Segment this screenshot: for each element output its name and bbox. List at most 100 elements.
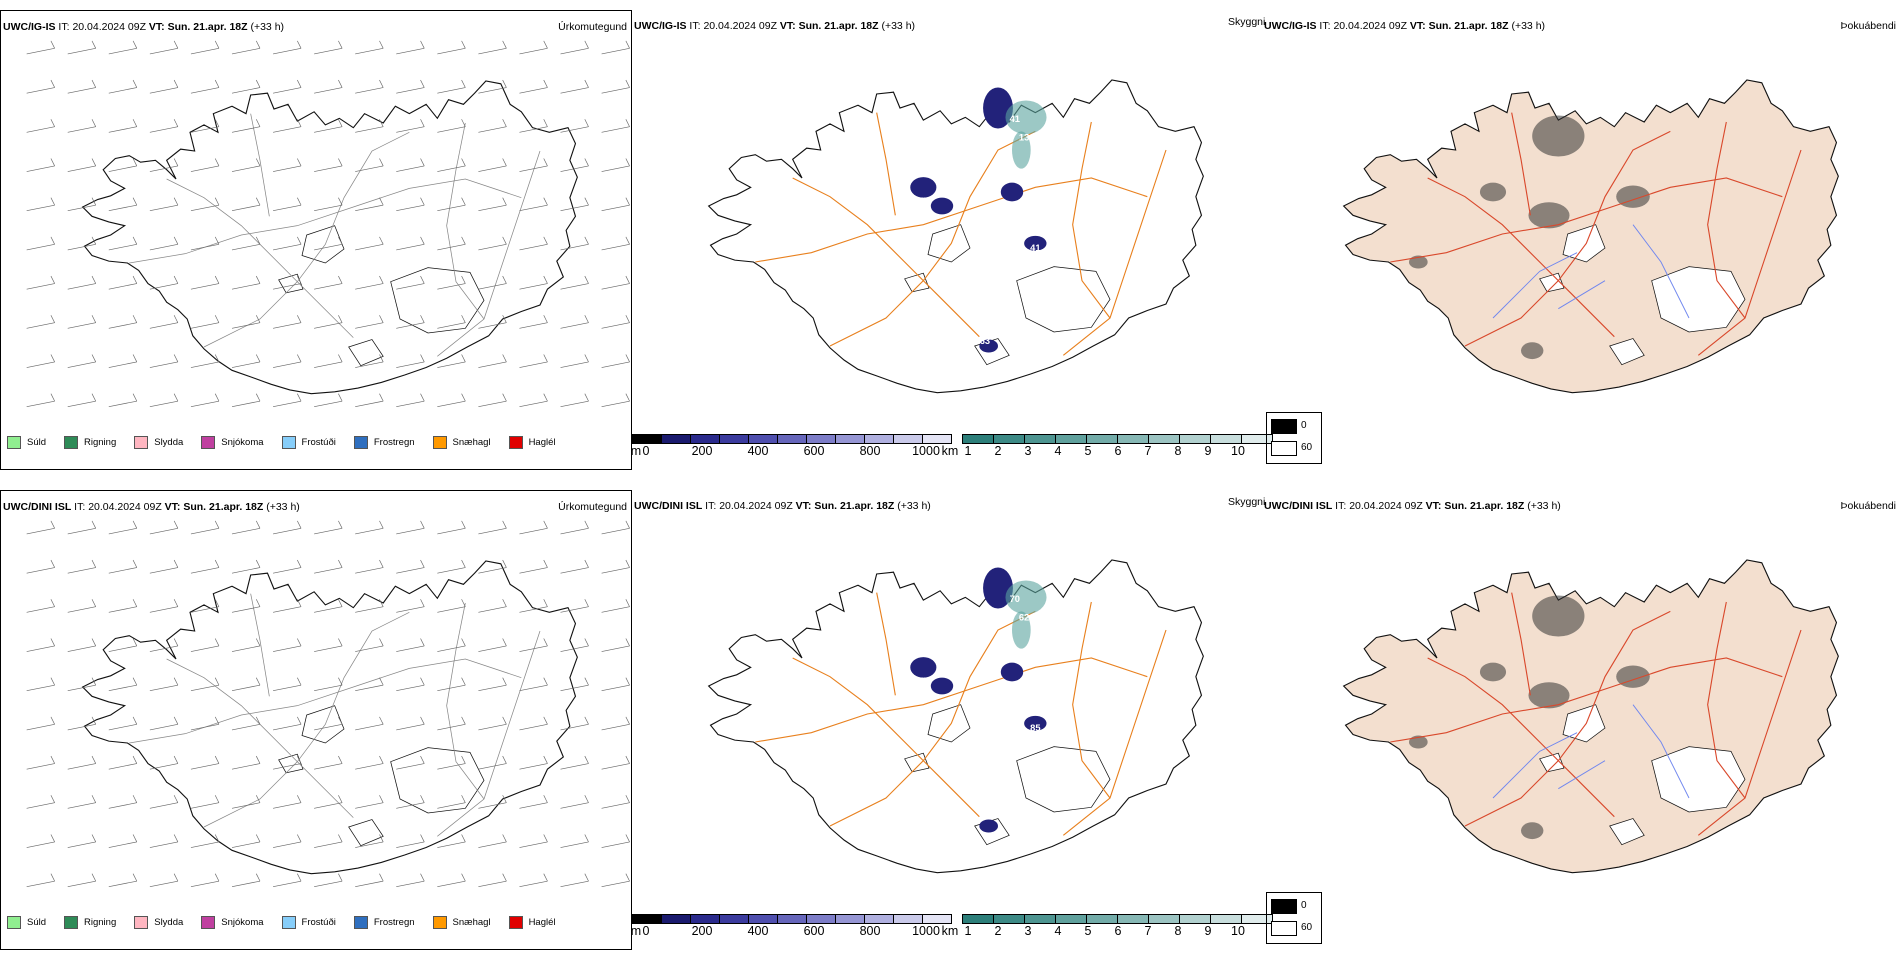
road-line — [129, 178, 522, 264]
wind-barb — [478, 315, 507, 329]
fog-legend-swatch — [1271, 441, 1297, 456]
precip-legend-item: Snjókoma — [201, 916, 264, 929]
fog-legend-label: 0 — [1301, 900, 1307, 911]
colorbar-cell — [994, 914, 1025, 924]
wind-barb — [519, 119, 548, 133]
legend-swatch — [64, 916, 79, 929]
precip-legend-item: Frostúði — [281, 436, 336, 449]
road-line — [1707, 601, 1746, 799]
legend-label: Snjókoma — [221, 437, 264, 448]
precip-legend-item: Frostregn — [353, 916, 415, 929]
unit-label: m — [630, 924, 642, 938]
glacier-outline — [278, 273, 304, 294]
precip-legend: Súld Rigning Slydda Snjókoma Frostúði Frostre… — [7, 916, 566, 929]
colorbar-cell — [778, 434, 807, 444]
tick-label: 5 — [1084, 444, 1092, 458]
colorbar-cell — [1087, 434, 1118, 444]
wind-barb — [396, 559, 425, 574]
wind-barb — [560, 677, 589, 692]
wind-barb — [273, 638, 302, 652]
panel-variable-name: Úrkomutegund — [558, 501, 627, 513]
glacier-outline — [927, 224, 971, 263]
wind-barb — [478, 795, 507, 809]
wind-barb — [149, 599, 179, 613]
map-fog-indicator — [1262, 38, 1892, 435]
colorbar-cell — [1087, 914, 1118, 924]
wind-barb — [190, 393, 220, 408]
fog-legend-swatch — [1271, 899, 1297, 914]
wind-barb — [26, 638, 55, 652]
wind-barb — [190, 275, 220, 290]
wind-barb — [355, 599, 384, 613]
wind-barb — [437, 834, 466, 848]
wind-barb — [560, 559, 589, 574]
tick-label: 1 — [964, 444, 972, 458]
tick-label: 800 — [859, 924, 881, 938]
wind-barb — [519, 599, 548, 613]
wind-barb — [273, 197, 302, 212]
fog-patch — [1521, 342, 1544, 360]
wind-barb — [67, 520, 97, 535]
road-line — [829, 130, 1036, 347]
wind-barb — [190, 520, 220, 535]
wind-barb — [67, 795, 97, 809]
tick-label: 5 — [1084, 924, 1092, 938]
tick-label: 6 — [1114, 444, 1122, 458]
wind-barb — [601, 834, 630, 848]
wind-barb — [67, 79, 97, 94]
wind-barb — [396, 40, 425, 55]
glacier-outline — [278, 753, 304, 774]
wind-barb — [601, 158, 630, 172]
wind-barb — [314, 873, 343, 888]
legend-swatch — [64, 436, 79, 449]
wind-barb — [437, 795, 466, 809]
wind-barb — [437, 393, 466, 408]
wind-barb — [478, 755, 507, 770]
wind-barb — [314, 834, 343, 848]
fog-patch — [1532, 115, 1585, 157]
wind-barb — [560, 599, 589, 613]
wind-barb — [355, 393, 384, 408]
tick-label: 1000 — [912, 924, 940, 938]
wind-barb — [190, 354, 220, 368]
wind-barb — [519, 873, 548, 888]
wind-barb — [149, 40, 179, 55]
legend-label: Frostregn — [373, 437, 415, 448]
wind-barb — [108, 716, 138, 731]
wind-barb — [231, 393, 261, 408]
colorbar-cell — [1242, 434, 1273, 444]
wind-barb — [26, 40, 55, 55]
map-precip-type — [1, 39, 631, 436]
wind-barb — [396, 236, 425, 251]
wind-barb — [149, 158, 179, 172]
visibility-shade — [1012, 611, 1031, 649]
wind-barb — [190, 677, 220, 692]
wind-barb — [314, 755, 343, 770]
fog-patch — [1528, 682, 1570, 709]
wind-barb — [149, 520, 179, 535]
wind-barb — [560, 638, 589, 652]
visibility-value-label: 58 — [985, 183, 995, 193]
wind-barb — [190, 834, 220, 848]
road-line — [876, 112, 896, 216]
wind-barb — [355, 119, 384, 133]
wind-barb — [273, 236, 302, 251]
colorbar-cell — [749, 914, 778, 924]
wind-barb — [478, 834, 507, 848]
wind-barb — [601, 638, 630, 652]
wind-barb — [478, 79, 507, 94]
glacier-outline — [301, 225, 345, 264]
wind-barb — [601, 315, 630, 329]
colorbar-cell — [836, 914, 865, 924]
panel-title: UWC/IG-IS IT: 20.04.2024 09Z VT: Sun. 21… — [1264, 20, 1546, 32]
fog-patch — [1479, 182, 1507, 202]
legend-label: Snæhagl — [452, 917, 491, 928]
glacier-outline — [927, 704, 971, 743]
wind-barb — [601, 40, 630, 55]
wind-barb — [108, 520, 138, 535]
wind-barb — [396, 795, 425, 809]
glacier-outline — [1016, 746, 1111, 813]
wind-barb — [437, 354, 466, 368]
river-line — [1492, 732, 1578, 799]
wind-barb — [314, 795, 343, 809]
